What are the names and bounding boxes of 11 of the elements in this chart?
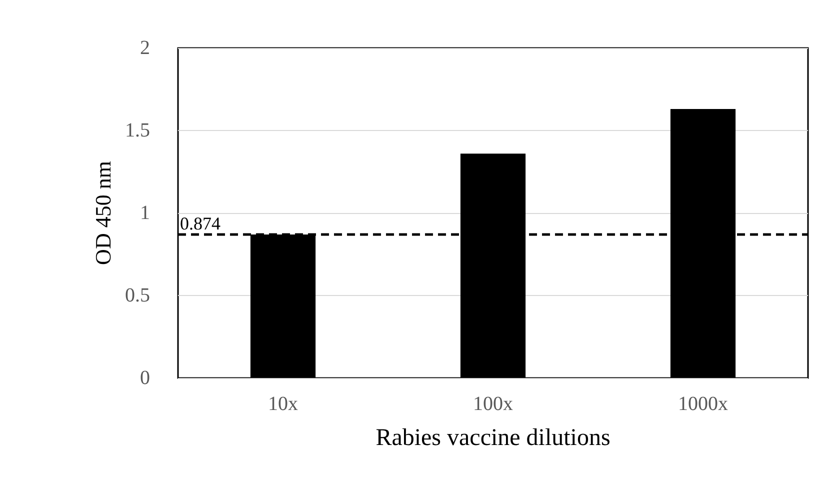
x-tick-label: 10x	[268, 393, 298, 415]
y-tick-label: 2	[140, 37, 150, 59]
y-tick-label: 0.5	[125, 284, 150, 306]
x-tick-label: 1000x	[678, 393, 728, 415]
y-tick-label: 1.5	[125, 120, 150, 142]
y-tick-label: 1	[140, 202, 150, 224]
ref-line-label: 0.874	[180, 213, 220, 234]
y-tick-label: 0	[140, 367, 150, 389]
x-tick-label: 100x	[473, 393, 513, 415]
x-axis-title: Rabies vaccine dilutions	[376, 425, 610, 451]
y-axis-title: OD 450 nm	[90, 161, 116, 265]
